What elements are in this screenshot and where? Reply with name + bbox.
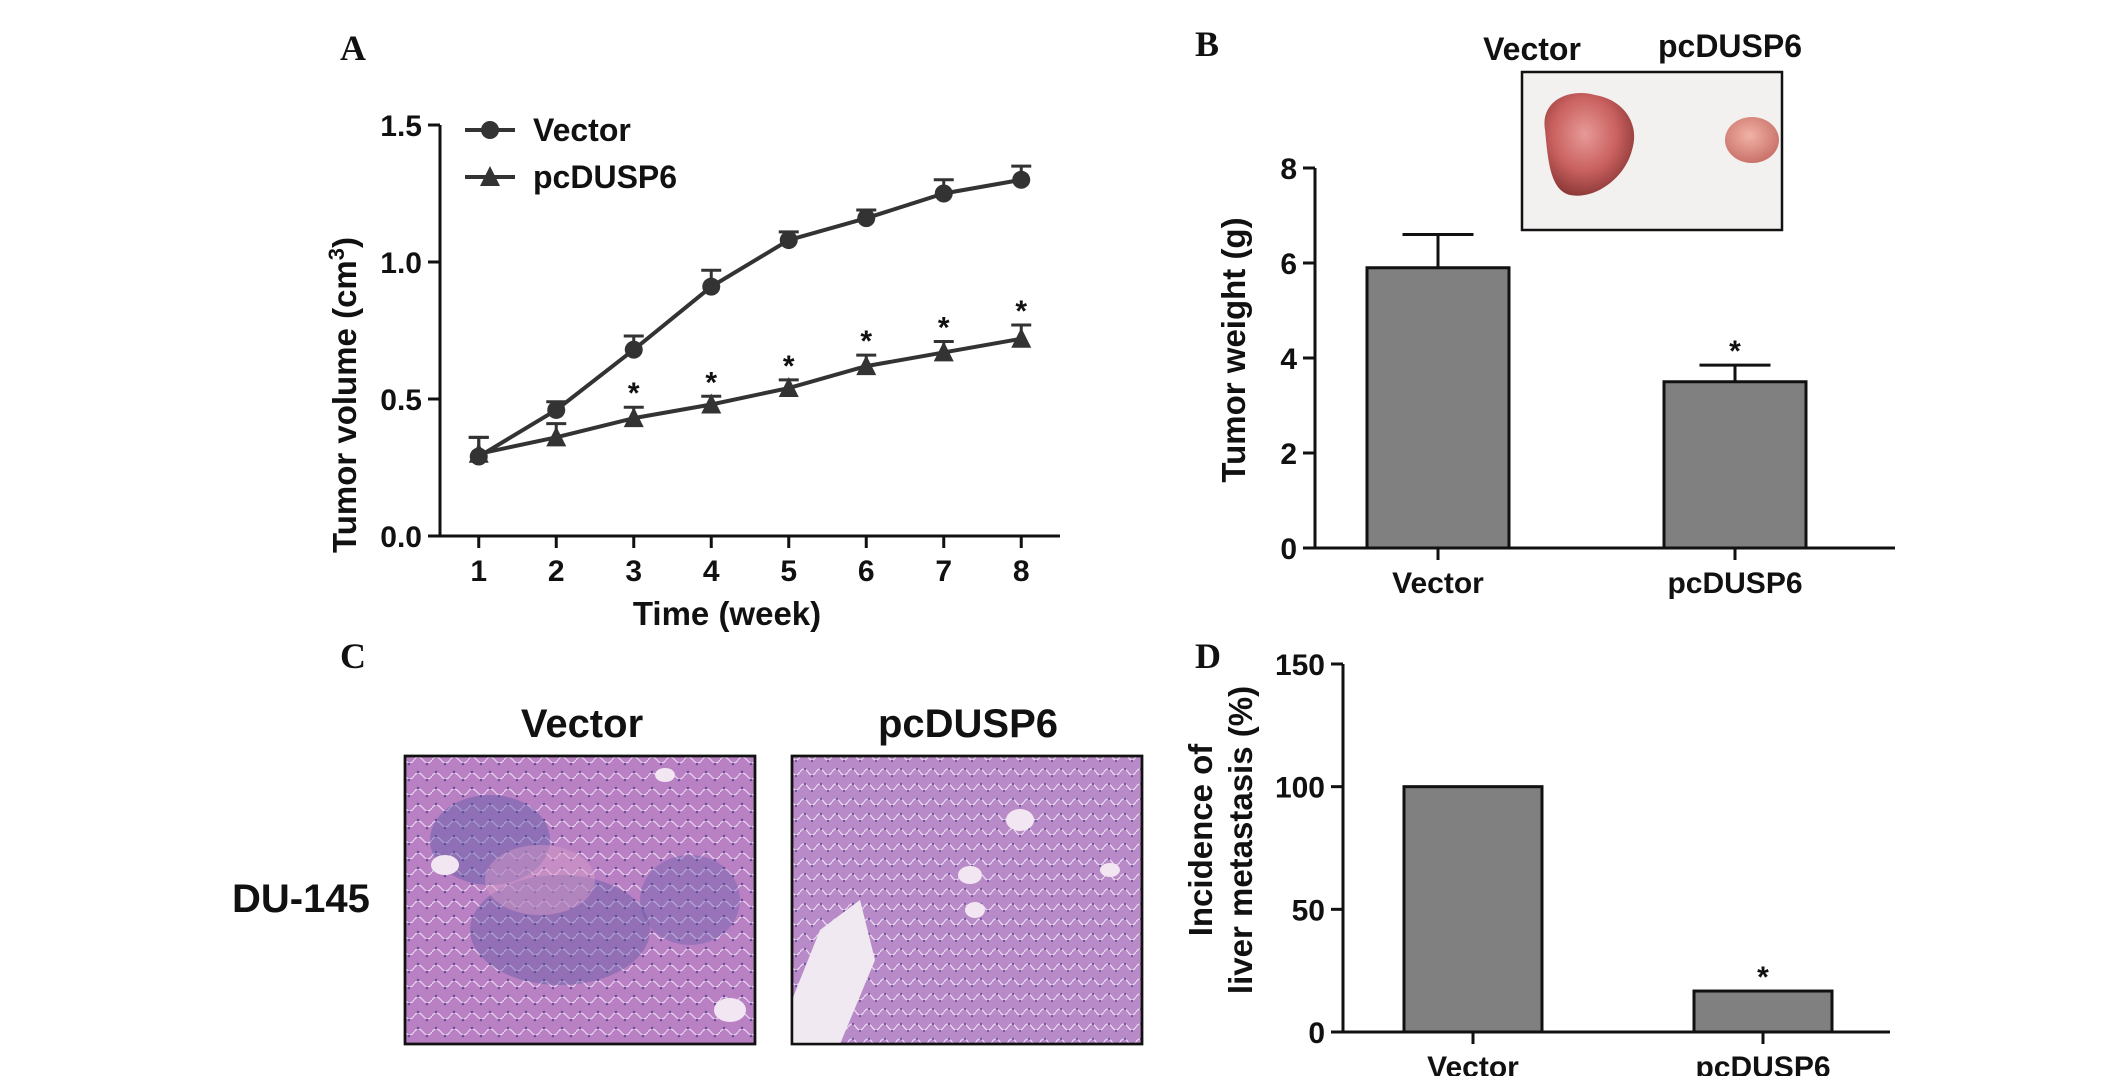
chart-a-ytick-label: 0.0 <box>380 521 422 554</box>
panel-label-d: D <box>1195 636 1221 676</box>
bar-vector <box>1365 266 1511 550</box>
histology-image-pcdusp6 <box>790 754 1144 1046</box>
chart-d-ylabel-line1: Incidence of <box>1182 743 1219 937</box>
chart-b-bars: * <box>1365 233 1808 550</box>
chart-d-ytick-label: 100 <box>1275 772 1325 805</box>
chart-b-ytick-label: 2 <box>1280 438 1297 471</box>
chart-d-axes: 0 50 100 150 Vector pcDUSP6 <box>1275 649 1890 1076</box>
bar-pcdusp6 <box>1692 989 1834 1034</box>
bar-vector <box>1402 785 1544 1034</box>
panel-label-a: A <box>340 28 366 68</box>
legend-marker-pcdusp6 <box>480 166 500 186</box>
chart-a-xtick-label: 7 <box>935 555 952 588</box>
histology-row-label: DU-145 <box>232 877 370 921</box>
data-point-pcdusp6 <box>623 407 644 428</box>
chart-a-ytick-label: 1.5 <box>380 110 422 143</box>
chart-b-axes: 0 2 4 6 8 Vector pcDUSP6 <box>1280 153 1895 600</box>
bar-chart-tumor-weight: 0 2 4 6 8 Vector pcDUSP6 * Tumor weight (g) <box>1215 153 1895 600</box>
histology-col-label-vector: Vector <box>521 702 643 746</box>
data-point-vector <box>547 400 566 419</box>
chart-b-ytick-label: 4 <box>1280 343 1297 376</box>
legend-label-vector: Vector <box>533 112 631 148</box>
significance-star: * <box>705 366 717 399</box>
bar-chart-liver-metastasis: 0 50 100 150 Vector pcDUSP6 * Incidence of li… <box>1182 649 1890 1076</box>
data-point-pcdusp6 <box>778 377 799 398</box>
data-point-vector <box>857 209 876 228</box>
chart-a-xtick-label: 6 <box>858 555 875 588</box>
inset-label-vector: Vector <box>1483 31 1581 67</box>
chart-d-ylabel-line2: liver metastasis (%) <box>1222 686 1259 994</box>
chart-a-legend: Vector pcDUSP6 <box>465 112 677 195</box>
tumor-vector-image <box>1544 93 1635 196</box>
chart-a-xtick-label: 8 <box>1013 555 1030 588</box>
line-chart-tumor-volume: 0.0 0.5 1.0 1.5 1 2 3 4 5 6 7 8 * * * * * * Vector pcDUS… <box>324 110 1060 632</box>
chart-a-xtick-label: 2 <box>548 555 565 588</box>
data-point-pcdusp6 <box>701 393 722 414</box>
chart-a-xtick-label: 5 <box>780 555 797 588</box>
data-point-vector <box>1012 170 1031 189</box>
chart-a-xtick-label: 1 <box>470 555 487 588</box>
data-point-pcdusp6 <box>546 426 567 447</box>
tumor-photo-inset: Vector pcDUSP6 <box>1483 28 1802 232</box>
chart-d-xtick-label-pcdusp6: pcDUSP6 <box>1695 1051 1830 1076</box>
significance-star-pcdusp6: * <box>1729 335 1741 368</box>
bar-pcdusp6 <box>1662 380 1808 550</box>
legend-label-pcdusp6: pcDUSP6 <box>533 159 677 195</box>
chart-a-ylabel-sup: 3 <box>324 248 349 260</box>
tumor-pcdusp6-image <box>1725 117 1779 163</box>
chart-a-ytick-label: 0.5 <box>380 384 422 417</box>
chart-b-ytick-label: 8 <box>1280 153 1297 186</box>
chart-b-ytick-label: 6 <box>1280 248 1297 281</box>
chart-d-bars: * <box>1402 785 1834 1034</box>
chart-a-xtick-label: 3 <box>625 555 642 588</box>
legend-marker-vector <box>481 121 499 139</box>
chart-a-xlabel: Time (week) <box>633 595 821 632</box>
significance-star-pcdusp6: * <box>1757 961 1769 994</box>
chart-a-series: * * * * * * <box>468 164 1032 466</box>
significance-star: * <box>938 311 950 344</box>
histology-col-label-pcdusp6: pcDUSP6 <box>878 702 1058 746</box>
data-point-pcdusp6 <box>933 341 954 362</box>
chart-d-ytick-label: 50 <box>1292 894 1325 927</box>
data-point-vector <box>779 231 798 250</box>
histology-image-vector <box>403 754 757 1046</box>
chart-a-ylabel: Tumor volume (cm3) <box>324 237 364 553</box>
chart-a-ylabel-close: ) <box>326 237 363 248</box>
significance-star: * <box>1015 295 1027 328</box>
chart-d-ytick-label: 150 <box>1275 649 1325 682</box>
chart-b-ytick-label: 0 <box>1280 533 1297 566</box>
data-point-vector <box>624 340 643 359</box>
significance-star: * <box>783 350 795 383</box>
significance-star: * <box>628 377 640 410</box>
chart-a-ticks: 0.0 0.5 1.0 1.5 1 2 3 4 5 6 7 8 <box>380 110 1029 588</box>
panel-label-b: B <box>1195 24 1219 64</box>
inset-label-pcdusp6: pcDUSP6 <box>1658 28 1802 64</box>
chart-d-ytick-label: 0 <box>1308 1017 1325 1050</box>
significance-star: * <box>860 325 872 358</box>
chart-b-ylabel: Tumor weight (g) <box>1215 217 1252 482</box>
panel-label-c: C <box>340 636 366 676</box>
series-line-pcdusp6 <box>478 336 1022 456</box>
chart-a-ylabel-main: Tumor volume (cm <box>326 260 363 553</box>
series-line-vector <box>477 177 1022 459</box>
data-point-pcdusp6 <box>1011 327 1032 348</box>
data-point-vector <box>934 184 953 203</box>
chart-a-xtick-label: 4 <box>703 555 720 588</box>
chart-a-ytick-label: 1.0 <box>380 247 422 280</box>
data-point-pcdusp6 <box>468 442 489 463</box>
histology-panel: Vector pcDUSP6 DU-145 <box>232 702 1144 1046</box>
data-point-vector <box>702 277 721 296</box>
data-point-pcdusp6 <box>856 355 877 376</box>
chart-a-axes <box>438 125 1060 538</box>
chart-d-xtick-label-vector: Vector <box>1427 1051 1519 1076</box>
chart-b-xtick-label-vector: Vector <box>1392 567 1484 600</box>
chart-b-xtick-label-pcdusp6: pcDUSP6 <box>1667 567 1802 600</box>
